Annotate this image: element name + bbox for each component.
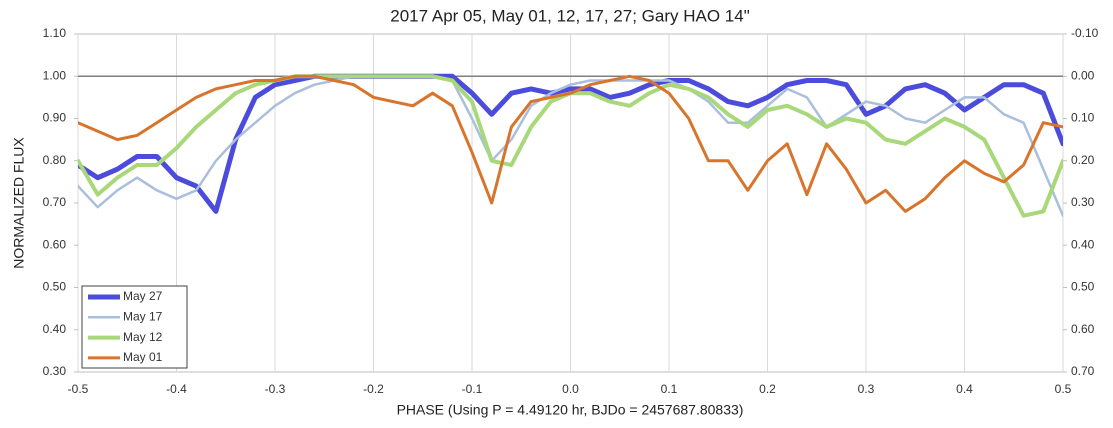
x-tick-label: 0.0 xyxy=(562,382,579,396)
y-tick-label: 1.00 xyxy=(43,68,67,82)
x-tick-label: 0.2 xyxy=(759,382,776,396)
y2-tick-label: 0.20 xyxy=(1071,153,1095,167)
x-tick-label: -0.5 xyxy=(68,382,89,396)
x-tick-label: 0.5 xyxy=(1055,382,1072,396)
x-tick-label: -0.3 xyxy=(265,382,286,396)
y2-tick-label: 0.70 xyxy=(1071,364,1095,378)
series-line xyxy=(78,75,1063,217)
y-axis-title: NORMALIZED FLUX xyxy=(11,137,27,269)
x-tick-label: 0.3 xyxy=(858,382,875,396)
x-tick-label: -0.2 xyxy=(363,382,384,396)
y2-tick-label: 0.00 xyxy=(1071,68,1095,82)
y2-tick-label: 0.50 xyxy=(1071,280,1095,294)
y-tick-label: 0.30 xyxy=(43,364,67,378)
y2-tick-label: 0.30 xyxy=(1071,195,1095,209)
x-tick-label: -0.4 xyxy=(166,382,187,396)
x-tick-label: 0.4 xyxy=(956,382,973,396)
legend-label: May 27 xyxy=(123,289,163,303)
y2-tick-label: 0.10 xyxy=(1071,111,1095,125)
legend-box xyxy=(81,285,188,369)
y-tick-label: 0.90 xyxy=(43,111,67,125)
y2-tick-label: -0.10 xyxy=(1071,26,1099,40)
y-tick-label: 0.40 xyxy=(43,322,67,336)
y2-tick-label: 0.40 xyxy=(1071,237,1095,251)
series-line xyxy=(78,74,1063,213)
x-axis-title: PHASE (Using P = 4.49120 hr, BJDo = 2457… xyxy=(397,402,744,418)
y-tick-label: 1.10 xyxy=(43,26,67,40)
series-group xyxy=(78,73,1063,218)
legend-label: May 17 xyxy=(123,309,163,323)
y-tick-label: 0.60 xyxy=(43,237,67,251)
y-tick-label: 0.70 xyxy=(43,195,67,209)
y-tick-label: 0.50 xyxy=(43,280,67,294)
x-tick-label: -0.1 xyxy=(462,382,483,396)
x-tick-label: 0.1 xyxy=(661,382,678,396)
y2-tick-label: 0.60 xyxy=(1071,322,1095,336)
legend-label: May 12 xyxy=(123,330,163,344)
chart-title: 2017 Apr 05, May 01, 12, 17, 27; Gary HA… xyxy=(390,6,749,25)
legend-label: May 01 xyxy=(123,350,163,364)
y-tick-label: 0.80 xyxy=(43,153,67,167)
series-line xyxy=(78,73,1063,214)
